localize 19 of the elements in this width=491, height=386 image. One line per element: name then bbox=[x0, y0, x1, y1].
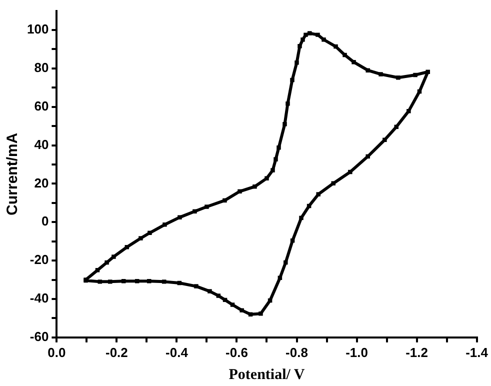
y-tick-label: -40 bbox=[30, 290, 49, 306]
y-tick-label: 100 bbox=[26, 22, 49, 37]
x-tick-label: -0.8 bbox=[286, 344, 308, 360]
x-tick-label: -0.4 bbox=[166, 344, 189, 360]
x-axis-title: Potential/ V bbox=[228, 366, 305, 383]
y-axis-title: Current/mA bbox=[4, 132, 22, 216]
y-tick-label: 0 bbox=[41, 214, 49, 229]
y-tick-label: 20 bbox=[34, 175, 49, 190]
y-tick-label: 80 bbox=[34, 60, 49, 76]
x-tick-label: -0.6 bbox=[226, 344, 248, 360]
x-tick-label: 0.0 bbox=[48, 344, 66, 360]
y-tick-label: -60 bbox=[30, 328, 49, 344]
x-tick-label: -1.2 bbox=[406, 344, 428, 360]
x-tick-label: -1.0 bbox=[346, 344, 368, 360]
y-tick-label: 40 bbox=[34, 136, 49, 152]
x-tick-label: -0.2 bbox=[106, 344, 128, 360]
y-tick-label: -20 bbox=[30, 252, 49, 268]
y-tick-label: 60 bbox=[34, 98, 49, 114]
x-tick-label: -1.4 bbox=[466, 344, 489, 360]
